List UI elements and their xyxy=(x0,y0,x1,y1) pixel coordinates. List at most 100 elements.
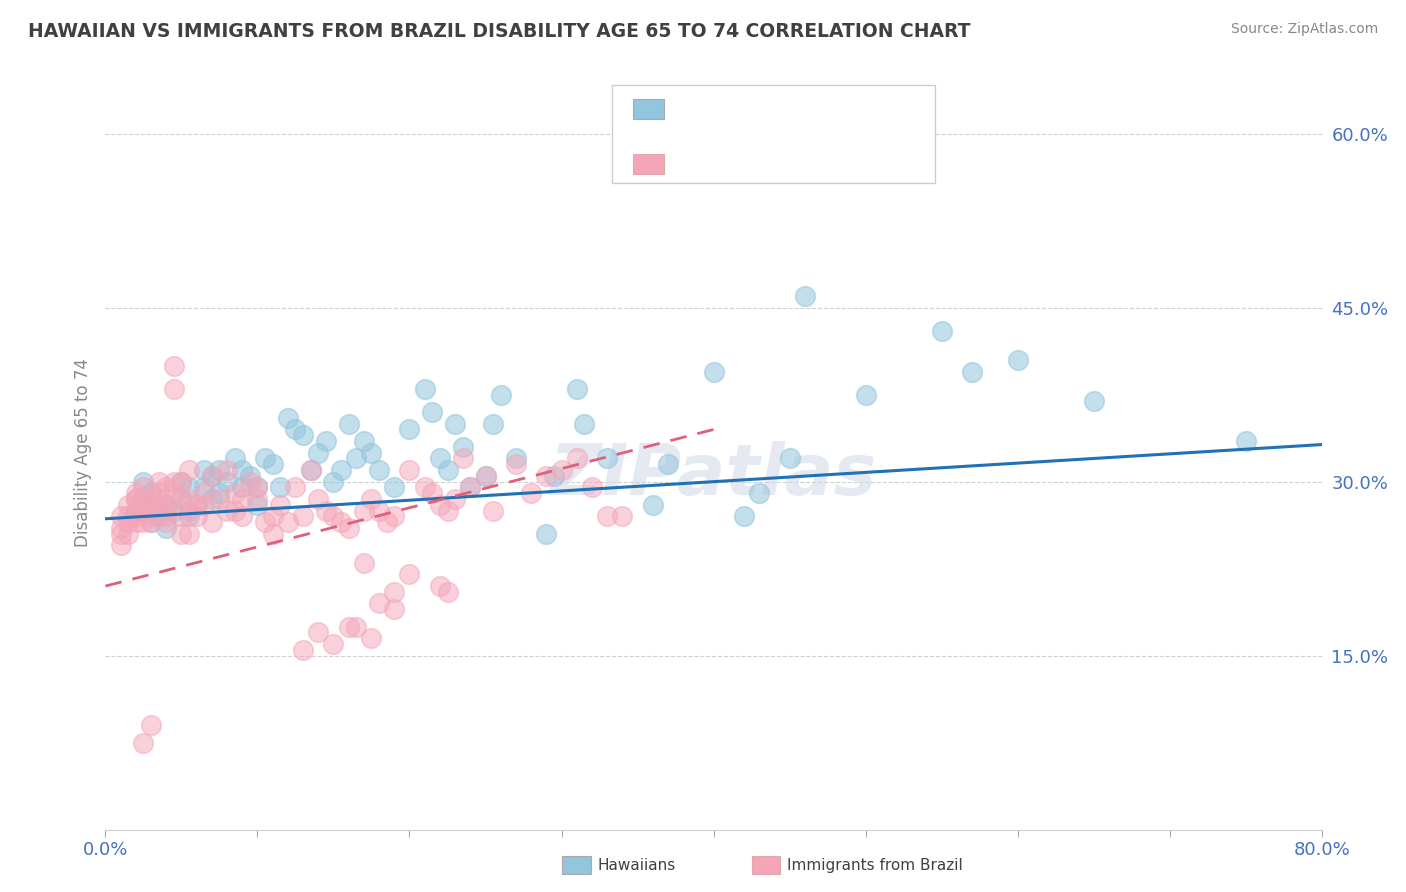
Point xyxy=(574,417,596,431)
Point xyxy=(565,451,588,466)
Point xyxy=(353,556,375,570)
Point xyxy=(444,492,467,507)
Point xyxy=(132,503,155,517)
Text: 112: 112 xyxy=(801,158,837,176)
Point xyxy=(444,417,467,431)
Point xyxy=(520,486,543,500)
Point xyxy=(186,509,208,524)
Point xyxy=(132,492,155,507)
Point xyxy=(596,451,619,466)
Point xyxy=(186,498,208,512)
Text: Source: ZipAtlas.com: Source: ZipAtlas.com xyxy=(1230,22,1378,37)
Y-axis label: Disability Age 65 to 74: Disability Age 65 to 74 xyxy=(73,359,91,547)
Point xyxy=(360,446,382,460)
Point xyxy=(148,492,170,507)
Point xyxy=(139,509,162,524)
Point xyxy=(177,481,200,495)
Point xyxy=(201,492,224,507)
Point xyxy=(360,492,382,507)
Point xyxy=(489,387,512,401)
Point xyxy=(612,509,634,524)
Point xyxy=(170,492,193,507)
Point xyxy=(186,498,208,512)
Point xyxy=(482,417,505,431)
Point xyxy=(353,434,375,449)
Point xyxy=(125,516,148,530)
Point xyxy=(382,602,405,616)
Point xyxy=(117,509,139,524)
Point xyxy=(413,382,436,396)
Point xyxy=(177,463,200,477)
Point xyxy=(132,735,155,749)
Point xyxy=(505,451,527,466)
Point xyxy=(505,457,527,471)
Point xyxy=(550,463,572,477)
Point xyxy=(292,509,315,524)
Point xyxy=(262,509,284,524)
Point xyxy=(315,503,337,517)
Point xyxy=(132,498,155,512)
Point xyxy=(474,469,496,483)
Point xyxy=(436,463,458,477)
Point xyxy=(239,475,262,489)
Point xyxy=(110,539,132,553)
Point xyxy=(148,503,170,517)
Text: N =: N = xyxy=(752,103,800,120)
Point xyxy=(163,359,186,373)
Point xyxy=(231,492,253,507)
Point xyxy=(148,486,170,500)
Point xyxy=(231,509,253,524)
Point xyxy=(132,516,155,530)
Point xyxy=(337,417,360,431)
Point xyxy=(148,509,170,524)
Point xyxy=(139,486,162,500)
Point xyxy=(368,503,391,517)
Point xyxy=(307,446,329,460)
Point xyxy=(117,516,139,530)
Point xyxy=(543,469,565,483)
Text: N =: N = xyxy=(752,158,800,176)
Point xyxy=(375,516,398,530)
Point xyxy=(315,434,337,449)
Point xyxy=(262,526,284,541)
Text: Hawaiians: Hawaiians xyxy=(598,858,676,873)
Point xyxy=(246,481,269,495)
Point xyxy=(733,509,755,524)
Point xyxy=(208,486,231,500)
Point xyxy=(177,526,200,541)
Text: Immigrants from Brazil: Immigrants from Brazil xyxy=(787,858,963,873)
Point xyxy=(344,619,367,633)
Point xyxy=(299,463,322,477)
Point xyxy=(1234,434,1257,449)
Point xyxy=(155,498,177,512)
Point xyxy=(201,469,224,483)
Point xyxy=(398,423,420,437)
Point xyxy=(284,423,307,437)
Point xyxy=(125,492,148,507)
Point xyxy=(110,526,132,541)
Point xyxy=(292,428,315,442)
Point xyxy=(1007,353,1029,368)
Text: R =: R = xyxy=(672,103,709,120)
Point xyxy=(322,509,344,524)
Point xyxy=(254,451,277,466)
Point xyxy=(163,475,186,489)
Point xyxy=(748,486,770,500)
Point xyxy=(170,475,193,489)
Point xyxy=(193,463,215,477)
Point xyxy=(139,492,162,507)
Text: 74: 74 xyxy=(801,103,825,120)
Point xyxy=(429,498,451,512)
Point xyxy=(163,503,186,517)
Point xyxy=(277,410,299,425)
Point xyxy=(224,451,246,466)
Point xyxy=(246,492,269,507)
Point xyxy=(155,521,177,535)
Point xyxy=(125,492,148,507)
Point xyxy=(322,475,344,489)
Point xyxy=(330,516,353,530)
Point xyxy=(139,516,162,530)
Point xyxy=(110,509,132,524)
Point xyxy=(155,516,177,530)
Point xyxy=(155,503,177,517)
